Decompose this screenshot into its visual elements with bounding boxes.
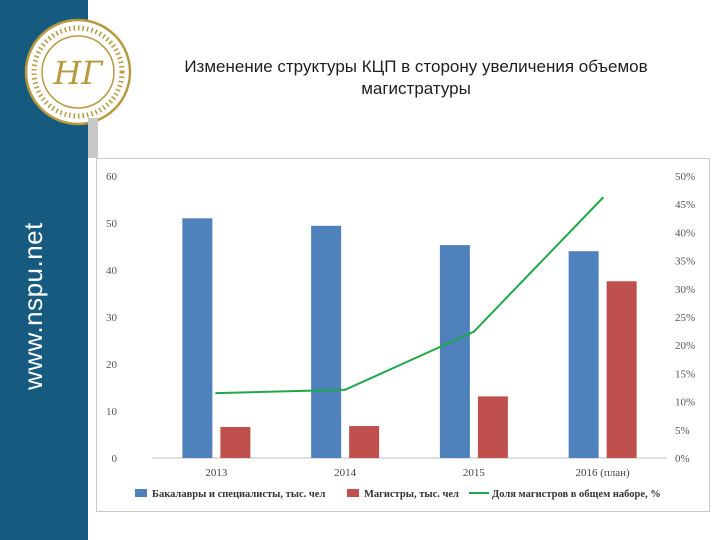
- category-label: 2014: [334, 467, 357, 479]
- bar-bachelors: [439, 245, 470, 458]
- left-tick-label: 60: [106, 171, 118, 183]
- chart-svg: 0 10 20 30 40 50 60 0% 5% 10% 15% 20% 25% 30% 35% 40% 4…: [106, 171, 695, 500]
- legend-masters-swatch: [347, 489, 359, 497]
- bar-bachelors: [311, 225, 342, 458]
- decorative-shadow: [88, 118, 98, 158]
- share-point: [343, 388, 347, 391]
- left-tick-label: 40: [106, 265, 118, 277]
- right-tick-label: 15%: [675, 368, 695, 380]
- legend-masters-label: Магистры, тыс. чел: [364, 489, 459, 500]
- right-tick-label: 20%: [675, 340, 695, 352]
- bar-masters: [606, 281, 637, 458]
- category-label: 2013: [205, 467, 228, 479]
- share-line: [216, 197, 604, 395]
- chart-container: 0 10 20 30 40 50 60 0% 5% 10% 15% 20% 25% 30% 35% 40% 4…: [96, 158, 710, 512]
- logo-outer-ring: [24, 18, 132, 126]
- bar-bachelors: [568, 251, 599, 458]
- right-tick-label: 25%: [675, 312, 695, 324]
- right-tick-label: 30%: [675, 284, 695, 296]
- right-tick-label: 45%: [675, 199, 695, 211]
- logo-monogram: НГ: [52, 54, 104, 92]
- right-axis: 0% 5% 10% 15% 20% 25% 30% 35% 40% 45% 50%: [675, 171, 695, 465]
- left-axis: 0 10 20 30 40 50 60: [106, 171, 118, 465]
- legend-share-label: Доля магистров в общем наборе, %: [492, 489, 661, 500]
- right-tick-label: 10%: [675, 397, 695, 409]
- bar-bachelors: [182, 218, 213, 458]
- side-url[interactable]: www.nspu.net: [18, 222, 48, 390]
- category-labels: 2013 2014 2015 2016 (план): [205, 467, 630, 479]
- university-logo: НГ: [24, 18, 132, 126]
- logo-dots-ring: [31, 25, 125, 119]
- right-tick-label: 50%: [675, 171, 695, 183]
- share-point: [215, 391, 218, 395]
- share-point: [601, 196, 604, 200]
- share-point: [472, 330, 476, 333]
- right-tick-label: 35%: [675, 256, 695, 268]
- legend-masters: Магистры, тыс. чел: [347, 489, 459, 500]
- legend-bachelors: Бакалавры и специалисты, тыс. чел: [135, 489, 325, 500]
- right-tick-label: 40%: [675, 227, 695, 239]
- logo-inner-ring: [41, 35, 115, 109]
- right-tick-label: 0%: [675, 453, 690, 465]
- legend: Бакалавры и специалисты, тыс. чел Магистр…: [135, 489, 661, 500]
- left-tick-label: 30: [106, 312, 118, 324]
- legend-bachelors-swatch: [135, 489, 147, 497]
- left-tick-label: 20: [106, 359, 118, 371]
- bar-masters: [349, 426, 380, 458]
- left-tick-label: 50: [106, 218, 118, 230]
- line-series: [215, 196, 604, 395]
- legend-bachelors-label: Бакалавры и специалисты, тыс. чел: [152, 489, 325, 500]
- bar-masters: [220, 426, 251, 458]
- slide-title: Изменение структуры КЦП в сторону увелич…: [184, 57, 648, 98]
- bar-masters: [477, 396, 508, 458]
- left-tick-label: 10: [106, 406, 118, 418]
- bar-series: [182, 218, 637, 458]
- category-label: 2015: [463, 467, 486, 479]
- category-label: 2016 (план): [576, 467, 631, 479]
- left-tick-label: 0: [112, 453, 118, 465]
- legend-share: Доля магистров в общем наборе, %: [469, 489, 661, 500]
- right-tick-label: 5%: [675, 425, 690, 437]
